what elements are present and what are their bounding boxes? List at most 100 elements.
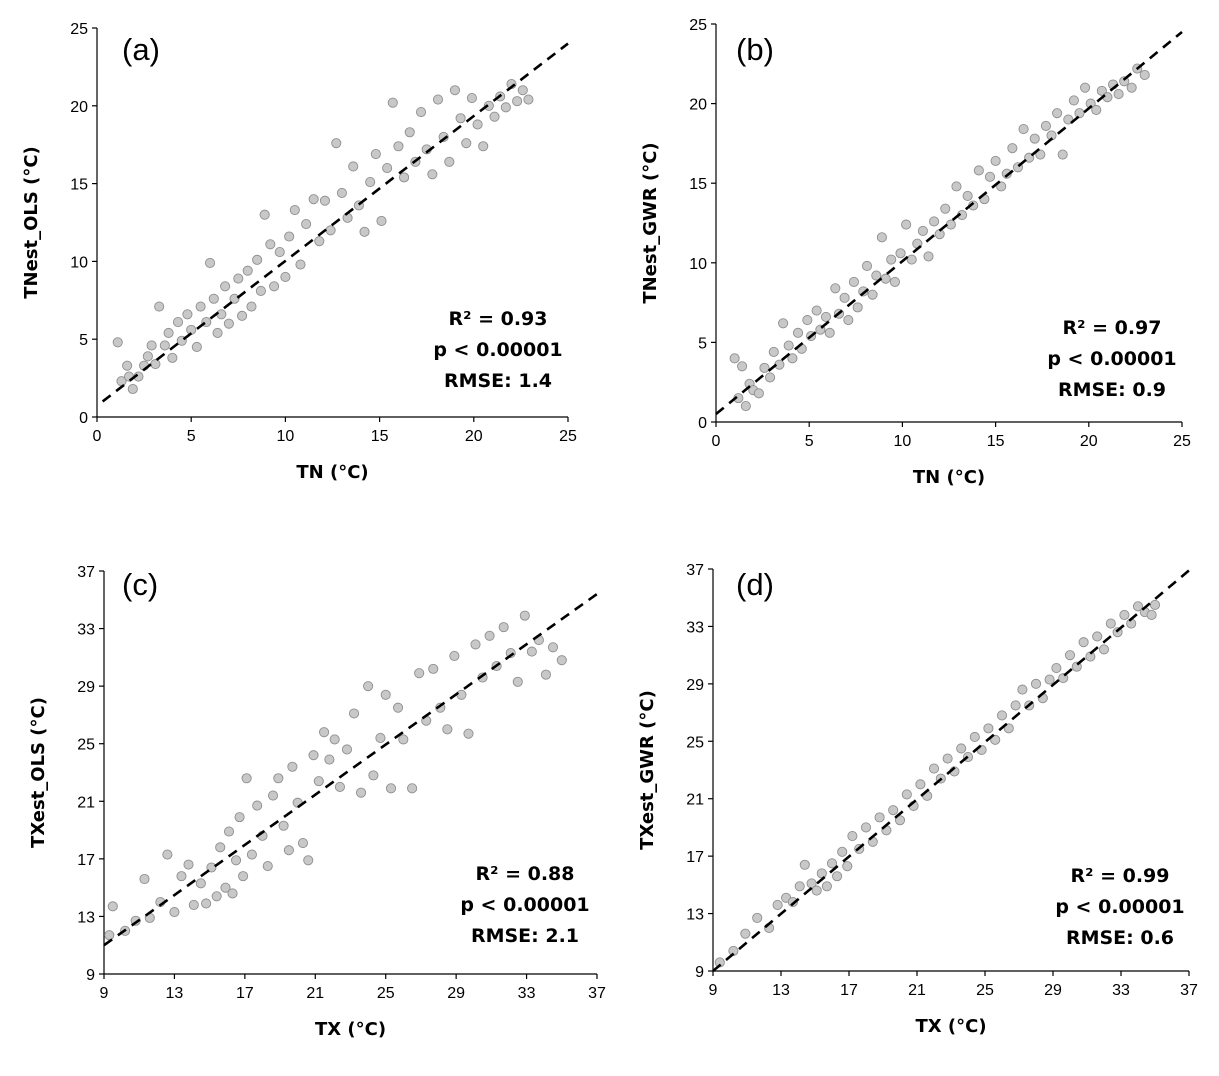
panels: 0 5 10 15 20 25 0 5 10 15 20 25 TN (°C) TNest_OLS (°C… <box>21 17 1198 1040</box>
data-point <box>1078 637 1089 648</box>
data-point <box>917 225 928 237</box>
stats-line: R² = 0.88 <box>476 863 575 885</box>
x-tick-label: 29 <box>447 985 465 1002</box>
y-tick-label: 21 <box>77 794 95 811</box>
x-tick-label: 9 <box>709 982 718 999</box>
data-point <box>1105 618 1116 629</box>
data-point <box>778 318 789 329</box>
x-tick-label: 25 <box>377 985 395 1002</box>
data-point <box>265 239 276 250</box>
data-point <box>1007 143 1018 154</box>
trendline <box>103 592 598 947</box>
data-point <box>1132 601 1144 612</box>
data-point <box>359 226 370 237</box>
data-point <box>837 846 848 857</box>
data-point <box>444 156 455 167</box>
stats-line: R² = 0.93 <box>449 308 548 330</box>
y-tick-label: 25 <box>77 737 95 754</box>
data-point <box>231 855 242 866</box>
x-tick-label: 0 <box>712 433 721 450</box>
y-tick-label: 9 <box>86 967 95 984</box>
panel-label: (b) <box>736 32 774 67</box>
data-point <box>1064 650 1076 661</box>
data-point <box>1068 95 1079 106</box>
data-point <box>928 763 940 774</box>
data-point <box>1052 108 1063 119</box>
x-tick-label: 15 <box>987 433 1005 450</box>
data-point <box>1035 149 1046 160</box>
x-axis-title: TX (°C) <box>315 1019 386 1040</box>
y-tick-label: 21 <box>686 792 704 809</box>
x-tick-label: 37 <box>588 985 606 1002</box>
y-axis-title: TNest_OLS (°C) <box>21 146 42 299</box>
data-point <box>195 301 206 312</box>
trendline <box>712 569 1190 972</box>
data-point <box>526 646 537 657</box>
data-point <box>842 861 853 872</box>
data-point <box>472 119 483 130</box>
data-point <box>319 195 331 206</box>
y-tick-label: 0 <box>698 415 707 432</box>
data-point <box>1126 82 1137 93</box>
x-tick-label: 37 <box>1180 982 1198 999</box>
data-point <box>1057 149 1068 160</box>
data-point <box>154 301 165 312</box>
data-point <box>1051 663 1062 674</box>
data-point <box>1119 609 1130 620</box>
data-point <box>843 315 854 326</box>
data-point <box>341 744 353 755</box>
data-point <box>297 837 309 849</box>
data-point <box>348 161 359 172</box>
data-point <box>314 236 325 247</box>
data-point <box>876 232 887 243</box>
data-point <box>220 281 231 292</box>
data-point <box>867 289 878 300</box>
data-point <box>146 340 157 351</box>
data-point <box>195 878 206 889</box>
data-point <box>847 830 858 842</box>
x-tick-label: 33 <box>1112 982 1130 999</box>
data-point <box>816 868 827 879</box>
y-tick-label: 25 <box>70 21 88 38</box>
data-point <box>162 849 173 860</box>
data-point <box>1149 599 1161 610</box>
x-axis-title: TN (°C) <box>296 462 368 483</box>
panel-label: (c) <box>122 567 158 602</box>
data-point <box>1139 69 1150 80</box>
data-point <box>811 885 822 896</box>
data-point <box>880 273 891 284</box>
data-point <box>969 731 980 743</box>
data-point <box>940 203 951 214</box>
data-point <box>273 773 284 784</box>
data-point <box>894 815 906 826</box>
data-point <box>252 254 263 265</box>
data-point <box>1030 678 1042 689</box>
data-point <box>325 225 336 236</box>
data-point <box>375 732 386 744</box>
x-tick-label: 25 <box>559 428 577 445</box>
data-point <box>852 302 863 313</box>
x-tick-label: 25 <box>1173 433 1191 450</box>
stats-line: RMSE: 0.6 <box>1066 927 1174 949</box>
x-tick-label: 17 <box>236 985 254 1002</box>
y-axis-title: TXest_GWR (°C) <box>637 690 658 850</box>
y-tick-label: 17 <box>686 849 704 866</box>
data-point <box>951 181 962 192</box>
data-point <box>303 855 314 866</box>
data-point <box>478 141 489 152</box>
data-point <box>753 388 764 399</box>
data-point <box>483 100 494 111</box>
y-tick-label: 37 <box>686 562 704 579</box>
x-tick-label: 9 <box>100 985 109 1002</box>
data-point <box>498 622 509 633</box>
data-point <box>714 957 725 968</box>
x-tick-label: 25 <box>976 982 994 999</box>
data-point <box>740 928 751 939</box>
y-tick-label: 10 <box>70 254 88 271</box>
x-tick-label: 20 <box>465 428 483 445</box>
stats-line: p < 0.00001 <box>433 339 562 361</box>
data-point <box>794 881 805 892</box>
data-point <box>839 292 850 303</box>
data-point <box>398 734 409 745</box>
